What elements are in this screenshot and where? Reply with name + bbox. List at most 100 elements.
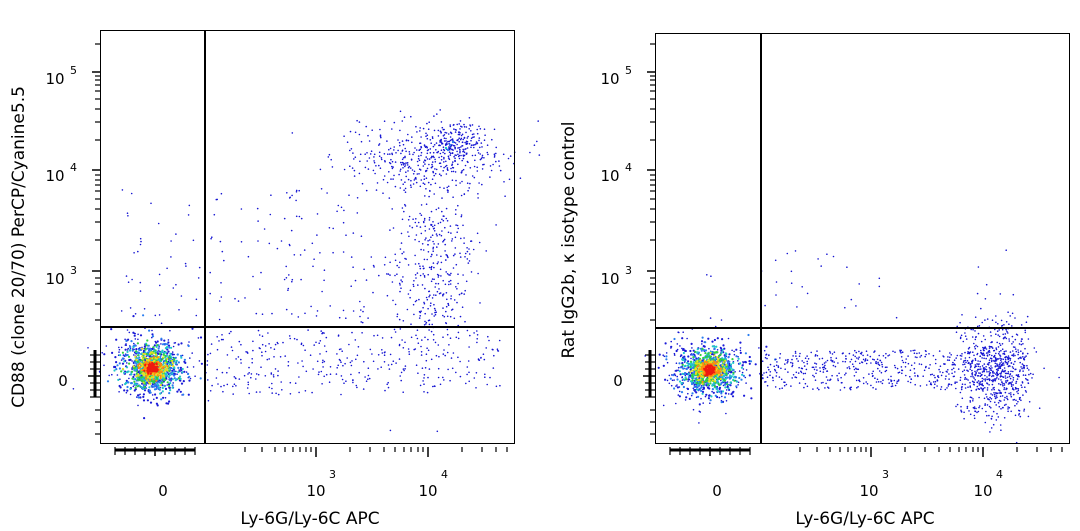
event-dot xyxy=(257,373,260,376)
event-dot xyxy=(430,183,432,186)
event-dot xyxy=(691,347,693,349)
event-dot xyxy=(493,156,496,158)
density-dot xyxy=(147,344,150,347)
event-dot xyxy=(388,148,390,151)
density-dot xyxy=(708,365,712,368)
event-dot xyxy=(191,352,193,354)
density-dot xyxy=(144,363,147,366)
density-dot xyxy=(728,376,731,379)
event-dot xyxy=(478,359,481,362)
event-dot xyxy=(399,284,401,286)
event-dot xyxy=(257,240,259,242)
event-dot xyxy=(986,371,988,373)
event-dot xyxy=(692,387,695,390)
event-dot xyxy=(934,383,936,386)
event-dot xyxy=(456,301,458,304)
density-dot xyxy=(137,367,140,370)
density-dot xyxy=(163,385,166,388)
event-dot xyxy=(387,153,389,155)
density-dot xyxy=(157,347,160,350)
event-dot xyxy=(445,144,447,146)
event-dot xyxy=(474,144,476,146)
event-dot xyxy=(323,269,326,272)
event-dot xyxy=(504,195,506,197)
event-dot xyxy=(442,376,444,379)
density-dot xyxy=(151,357,154,360)
event-dot xyxy=(167,339,170,341)
event-dot xyxy=(134,338,137,340)
event-dot xyxy=(426,152,429,155)
event-dot xyxy=(436,246,438,248)
event-dot xyxy=(894,351,896,354)
event-dot xyxy=(342,221,345,224)
density-dot xyxy=(715,388,718,391)
event-dot xyxy=(947,369,949,371)
density-dot xyxy=(761,377,764,380)
event-dot xyxy=(322,359,324,362)
density-dot xyxy=(693,353,696,356)
event-dot xyxy=(414,177,417,180)
event-dot xyxy=(452,196,454,198)
event-dot xyxy=(791,365,793,368)
event-dot xyxy=(383,361,386,363)
density-dot xyxy=(711,345,714,348)
event-dot xyxy=(329,305,332,307)
event-dot xyxy=(434,313,437,316)
density-dot xyxy=(712,360,716,363)
event-dot xyxy=(473,332,475,334)
event-dot xyxy=(400,152,402,155)
event-dot xyxy=(668,382,671,385)
density-dot xyxy=(111,351,114,354)
event-dot xyxy=(298,189,301,192)
event-dot xyxy=(448,158,451,161)
event-dot xyxy=(446,273,449,275)
density-dot xyxy=(177,388,181,391)
event-dot xyxy=(439,109,442,111)
density-dot xyxy=(710,395,713,398)
event-dot xyxy=(807,358,810,360)
event-dot xyxy=(447,191,449,193)
event-dot xyxy=(476,132,479,135)
event-dot xyxy=(439,152,442,155)
density-dot xyxy=(718,371,721,374)
density-dot xyxy=(152,378,155,381)
event-dot xyxy=(378,164,380,167)
event-dot xyxy=(116,374,119,376)
event-dot xyxy=(463,293,466,295)
density-dot xyxy=(136,385,139,388)
event-dot xyxy=(397,139,399,141)
density-dot xyxy=(701,336,704,339)
density-dot xyxy=(181,371,184,374)
event-dot xyxy=(435,294,437,297)
density-dot xyxy=(156,356,159,359)
density-dot xyxy=(695,357,698,360)
density-dot xyxy=(132,331,135,334)
event-dot xyxy=(878,354,880,357)
density-dot xyxy=(152,352,155,355)
event-dot xyxy=(741,371,744,374)
event-dot xyxy=(481,146,483,148)
event-dot xyxy=(406,308,409,311)
event-dot xyxy=(447,157,450,159)
density-dot xyxy=(693,368,696,371)
event-dot xyxy=(708,347,710,350)
event-dot xyxy=(401,207,404,209)
density-dot xyxy=(729,367,732,370)
event-dot xyxy=(418,262,420,265)
event-dot xyxy=(887,378,890,381)
event-dot xyxy=(219,240,222,243)
density-dot xyxy=(754,363,757,366)
event-dot xyxy=(684,374,687,377)
density-dot xyxy=(188,379,191,382)
event-dot xyxy=(319,340,322,342)
event-dot xyxy=(964,378,966,381)
event-dot xyxy=(328,227,331,229)
event-dot xyxy=(391,128,393,130)
event-dot xyxy=(930,383,933,386)
event-dot xyxy=(281,389,283,391)
event-dot xyxy=(764,381,766,383)
event-dot xyxy=(186,366,189,368)
event-dot xyxy=(449,147,452,149)
event-dot xyxy=(866,359,869,362)
density-dot xyxy=(171,369,174,372)
